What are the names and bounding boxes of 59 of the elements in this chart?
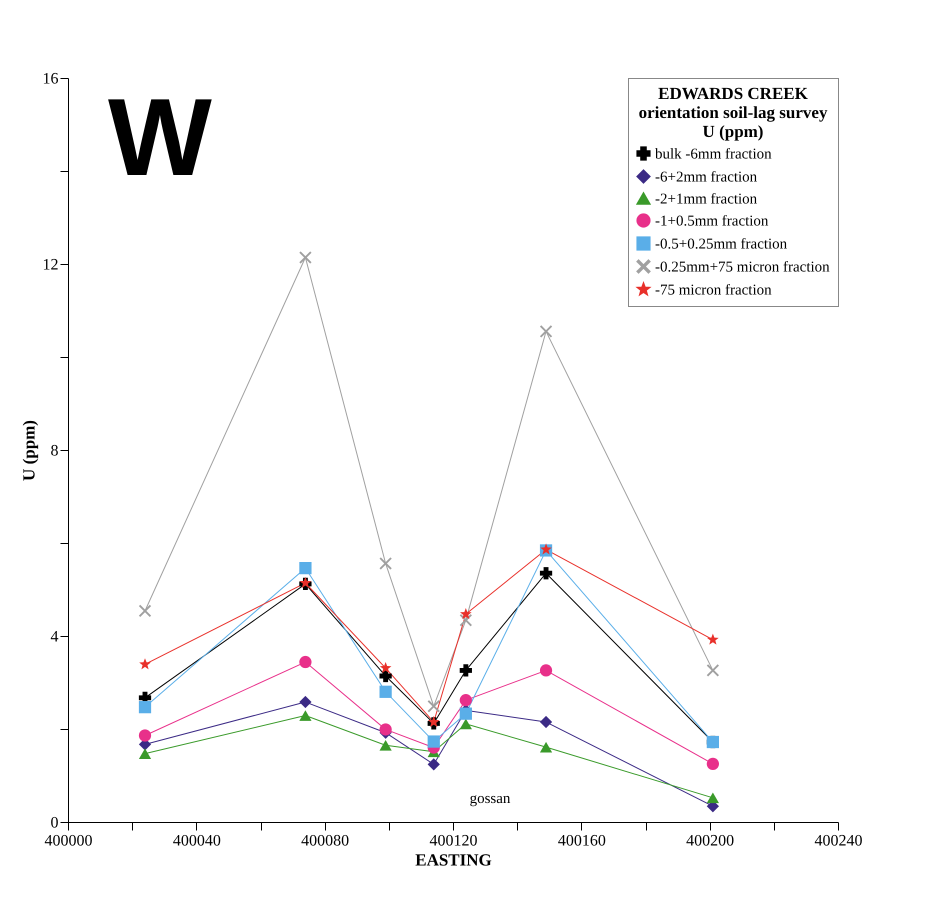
point xyxy=(540,543,552,554)
point xyxy=(299,710,312,721)
point xyxy=(540,325,552,338)
y-axis-title: U (ppm) xyxy=(20,420,38,481)
point xyxy=(299,562,312,574)
x-tick-label: 400160 xyxy=(558,832,606,850)
point xyxy=(299,251,312,264)
point xyxy=(707,634,719,645)
point xyxy=(540,742,552,752)
y-tick-label: 0 xyxy=(50,814,58,832)
point xyxy=(428,700,440,712)
point xyxy=(706,792,719,804)
y-tick-label: 12 xyxy=(42,256,58,274)
point xyxy=(380,723,392,736)
point xyxy=(138,729,152,742)
x-tick-label: 400000 xyxy=(44,832,92,850)
point xyxy=(300,576,312,588)
point xyxy=(428,758,440,770)
point xyxy=(380,686,392,698)
point xyxy=(460,694,472,706)
y-tick-label: 4 xyxy=(50,628,58,646)
x-tick-label: 400240 xyxy=(814,832,862,850)
annotation: gossan xyxy=(470,791,511,807)
x-tick-label: 400200 xyxy=(686,832,734,850)
point xyxy=(138,748,152,759)
legend-label: -2+1mm fraction xyxy=(655,192,758,208)
point xyxy=(540,567,552,580)
y-tick-label: 8 xyxy=(50,442,58,460)
point xyxy=(380,662,392,674)
point xyxy=(299,696,312,708)
point xyxy=(380,740,392,751)
x-tick-label: 400080 xyxy=(301,832,350,850)
point xyxy=(706,664,719,677)
point xyxy=(460,718,472,730)
point xyxy=(380,557,392,570)
point xyxy=(428,716,440,727)
annotation: W xyxy=(108,76,212,199)
x-axis-title: EASTING xyxy=(415,850,492,870)
legend-label: -6+2mm fraction xyxy=(655,170,758,186)
point xyxy=(139,658,151,670)
legend-title: EDWARDS CREEK orientation soil-lag survey U (ppm) xyxy=(638,84,828,141)
x-tick-label: 400040 xyxy=(172,832,221,850)
legend-label: -75 micron fraction xyxy=(655,282,772,298)
point xyxy=(299,656,312,668)
point xyxy=(138,604,152,618)
point xyxy=(540,664,552,677)
point xyxy=(380,670,392,682)
y-tick-label: 16 xyxy=(42,70,58,88)
x-tick-label: 400120 xyxy=(430,832,478,850)
point xyxy=(540,716,552,728)
legend-label: -0.5+0.25mm fraction xyxy=(655,236,788,252)
point xyxy=(460,608,472,620)
point xyxy=(460,664,472,677)
legend-label: -0.25mm+75 micron fraction xyxy=(655,260,830,276)
point xyxy=(428,735,440,748)
point xyxy=(706,758,719,770)
point xyxy=(138,701,152,714)
legend-label: bulk -6mm fraction xyxy=(655,146,772,162)
legend-label: -1+0.5mm fraction xyxy=(655,214,769,230)
